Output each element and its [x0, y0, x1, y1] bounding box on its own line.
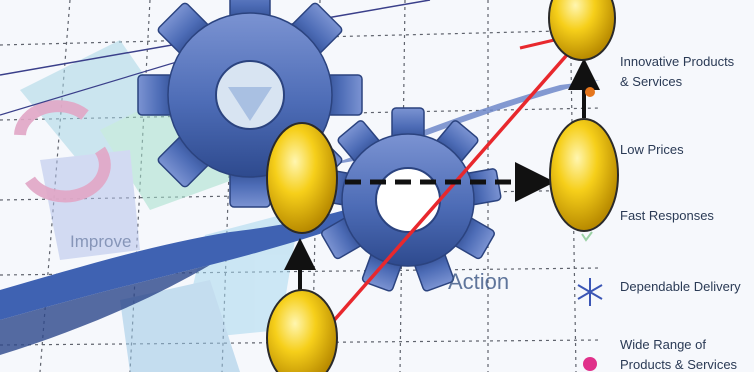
node-bottom [266, 289, 338, 372]
node-right-mid [549, 118, 619, 232]
label-low-prices: Low Prices [620, 142, 684, 157]
label-fast-responses: Fast Responses [620, 208, 714, 223]
blue-ribbon-shadow [0, 265, 210, 355]
cycle-arrows-icon [14, 100, 111, 203]
pink-dot-icon [583, 357, 597, 371]
label-improve: Improve [70, 232, 132, 251]
small-orange-dot [585, 87, 595, 97]
label-dependable-delivery: Dependable Delivery [620, 279, 741, 294]
asterisk-icon [577, 278, 603, 306]
green-tick-icon [581, 231, 593, 242]
node-right-top [548, 0, 616, 61]
label-action: Action [448, 269, 510, 294]
label-wide-range: Wide Range of Products & Services [620, 337, 738, 372]
node-center [266, 122, 338, 234]
label-innovative-products: Innovative Products & Services [620, 54, 735, 89]
